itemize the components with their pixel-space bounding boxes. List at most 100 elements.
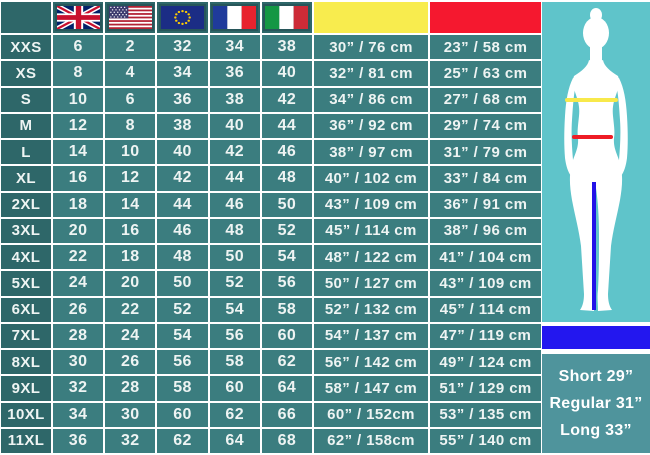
size-value-cell: 40 — [157, 140, 208, 165]
size-value-cell: 50 — [209, 245, 260, 270]
size-value-cell: 26 — [105, 350, 156, 375]
size-value-cell: 44 — [209, 166, 260, 191]
size-value-cell: 55” / 140 cm — [430, 428, 541, 453]
bust-measure-line — [565, 98, 618, 102]
size-value-cell: 47” / 119 cm — [430, 323, 541, 348]
size-value-cell: 29” / 74 cm — [430, 113, 541, 138]
size-value-cell: 45” / 114 cm — [430, 297, 541, 322]
header-cell-fr — [209, 2, 260, 33]
size-value-cell: 6 — [105, 87, 156, 112]
size-label-cell: L — [1, 140, 51, 165]
size-value-cell: 20 — [105, 271, 156, 296]
size-value-cell: 24 — [105, 323, 156, 348]
body-figure-panel: Short 29” Regular 31” Long 33” — [542, 2, 650, 453]
size-value-cell: 54 — [261, 245, 312, 270]
size-label-cell: 9XL — [1, 376, 51, 401]
uk-flag-icon — [54, 4, 102, 31]
header-cell-it — [261, 2, 312, 33]
size-value-cell: 56 — [157, 350, 208, 375]
header-cell-us — [105, 2, 156, 33]
size-value-cell: 12 — [53, 113, 104, 138]
silhouette-area — [542, 2, 650, 322]
size-value-cell: 62” / 158cm — [314, 428, 428, 453]
size-value-cell: 62 — [209, 402, 260, 427]
size-value-cell: 24 — [53, 271, 104, 296]
leg-length-box: Short 29” Regular 31” Long 33” — [542, 354, 650, 453]
size-value-cell: 23” / 58 cm — [430, 35, 541, 60]
size-value-cell: 56 — [209, 323, 260, 348]
size-value-cell: 62 — [261, 350, 312, 375]
size-value-cell: 48 — [209, 218, 260, 243]
size-value-cell: 8 — [53, 61, 104, 86]
size-value-cell: 54” / 137 cm — [314, 323, 428, 348]
size-label-cell: 10XL — [1, 402, 51, 427]
size-value-cell: 42 — [261, 87, 312, 112]
size-value-cell: 33” / 84 cm — [430, 166, 541, 191]
us-flag-icon — [106, 4, 154, 31]
size-value-cell: 28 — [53, 323, 104, 348]
header-cell-eu — [157, 2, 208, 33]
size-value-cell: 44 — [261, 113, 312, 138]
size-value-cell: 58 — [261, 297, 312, 322]
size-label-cell: 11XL — [1, 428, 51, 453]
size-value-cell: 36 — [157, 87, 208, 112]
size-value-cell: 48 — [261, 166, 312, 191]
size-value-cell: 10 — [53, 87, 104, 112]
size-value-cell: 52 — [157, 297, 208, 322]
size-value-cell: 68 — [261, 428, 312, 453]
size-value-cell: 48 — [157, 245, 208, 270]
size-value-cell: 16 — [53, 166, 104, 191]
size-value-cell: 6 — [53, 35, 104, 60]
size-value-cell: 4 — [105, 61, 156, 86]
size-value-cell: 20 — [53, 218, 104, 243]
size-label-cell: 6XL — [1, 297, 51, 322]
size-value-cell: 38 — [261, 35, 312, 60]
size-value-cell: 12 — [105, 166, 156, 191]
italy-flag-icon — [263, 4, 311, 31]
leg-length-long: Long 33” — [560, 422, 632, 439]
size-value-cell: 40 — [209, 113, 260, 138]
size-value-cell: 43” / 109 cm — [314, 192, 428, 217]
size-value-cell: 40 — [261, 61, 312, 86]
size-value-cell: 58” / 147 cm — [314, 376, 428, 401]
size-value-cell: 46 — [157, 218, 208, 243]
size-value-cell: 30 — [105, 402, 156, 427]
size-value-cell: 34 — [157, 61, 208, 86]
inseam-legend-bar — [542, 326, 650, 349]
size-value-cell: 50” / 127 cm — [314, 271, 428, 296]
size-value-cell: 28 — [105, 376, 156, 401]
size-label-cell: 4XL — [1, 245, 51, 270]
size-value-cell: 22 — [105, 297, 156, 322]
size-value-cell: 32 — [105, 428, 156, 453]
size-value-cell: 32” / 81 cm — [314, 61, 428, 86]
size-label-cell: XXS — [1, 35, 51, 60]
size-value-cell: 60 — [209, 376, 260, 401]
size-label-cell: 7XL — [1, 323, 51, 348]
size-value-cell: 64 — [209, 428, 260, 453]
size-value-cell: 30” / 76 cm — [314, 35, 428, 60]
size-value-cell: 18 — [53, 192, 104, 217]
size-conversion-table: XXS 6 2 32 34 38 30” / 76 cm 23” / 58 cm XS 8 4 34 3… — [1, 2, 541, 453]
size-value-cell: 31” / 79 cm — [430, 140, 541, 165]
size-value-cell: 36 — [53, 428, 104, 453]
size-value-cell: 43” / 109 cm — [430, 271, 541, 296]
size-value-cell: 18 — [105, 245, 156, 270]
waist-measure-line — [572, 135, 613, 139]
size-value-cell: 16 — [105, 218, 156, 243]
size-value-cell: 56” / 142 cm — [314, 350, 428, 375]
size-value-cell: 42 — [209, 140, 260, 165]
size-value-cell: 30 — [53, 350, 104, 375]
size-value-cell: 51” / 129 cm — [430, 376, 541, 401]
france-flag-icon — [211, 4, 259, 31]
size-value-cell: 60 — [261, 323, 312, 348]
size-value-cell: 36” / 92 cm — [314, 113, 428, 138]
size-label-cell: 5XL — [1, 271, 51, 296]
size-value-cell: 42 — [157, 166, 208, 191]
size-value-cell: 14 — [105, 192, 156, 217]
size-value-cell: 38 — [157, 113, 208, 138]
size-label-cell: XS — [1, 61, 51, 86]
size-value-cell: 46 — [261, 140, 312, 165]
size-value-cell: 60” / 152cm — [314, 402, 428, 427]
header-cell-waist-red-swatch — [430, 2, 541, 33]
size-value-cell: 26 — [53, 297, 104, 322]
